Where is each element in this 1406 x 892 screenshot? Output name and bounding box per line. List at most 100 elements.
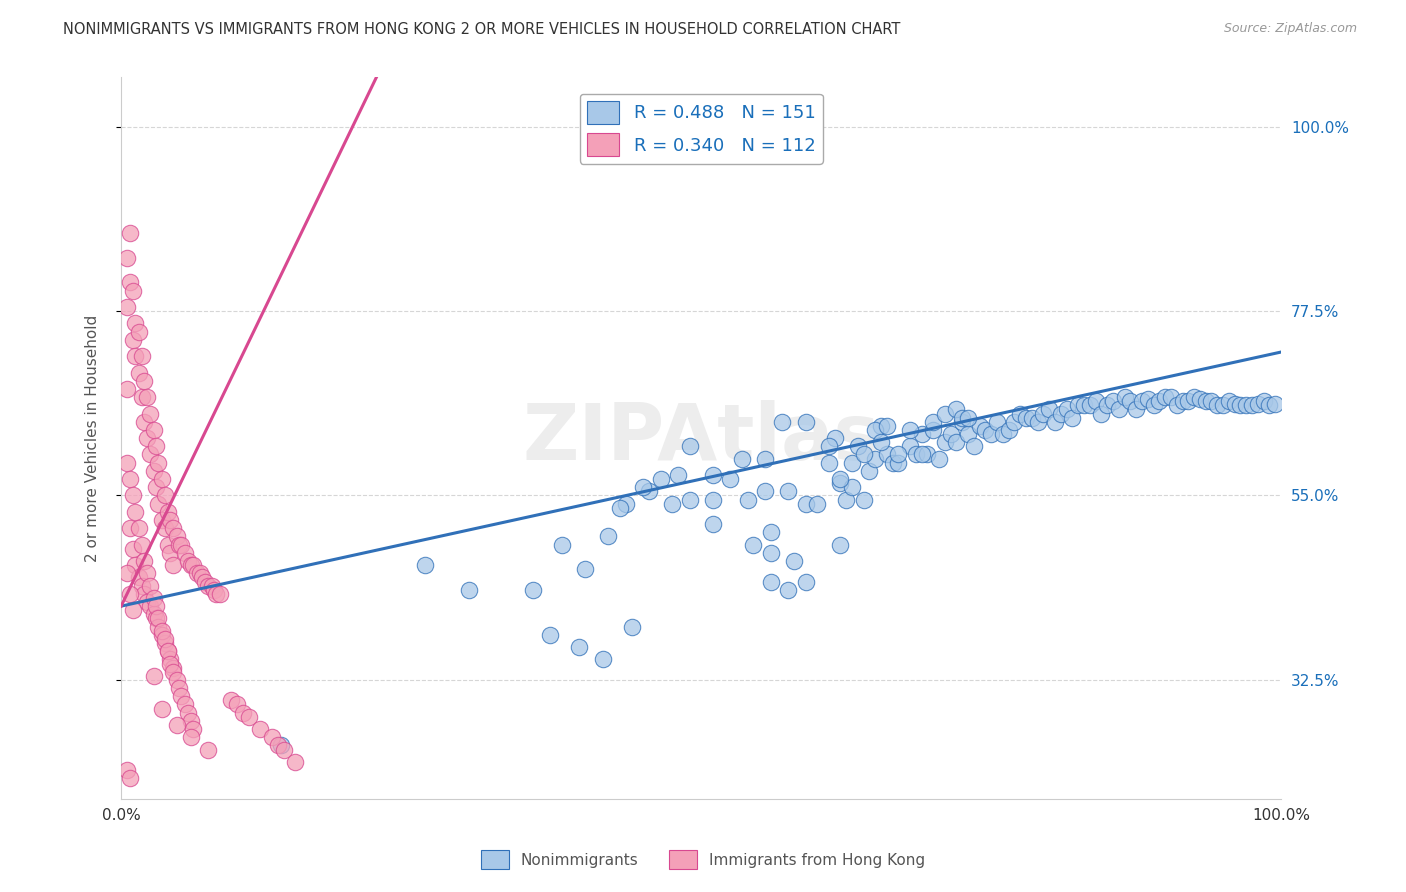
Point — [876, 418, 898, 433]
Point — [150, 513, 173, 527]
Point — [121, 541, 143, 556]
Point — [180, 714, 202, 728]
Point — [121, 284, 143, 298]
Point — [702, 517, 724, 532]
Point — [863, 451, 886, 466]
Point — [1206, 398, 1229, 412]
Point — [197, 579, 219, 593]
Point — [852, 492, 875, 507]
Point — [598, 529, 620, 543]
Point — [148, 611, 170, 625]
Point — [156, 505, 179, 519]
Point — [150, 628, 173, 642]
Point — [1171, 394, 1194, 409]
Point — [1056, 402, 1078, 417]
Point — [120, 771, 142, 785]
Point — [139, 579, 162, 593]
Point — [887, 448, 910, 462]
Point — [267, 739, 290, 753]
Point — [1253, 394, 1275, 409]
Point — [135, 566, 157, 581]
Point — [232, 706, 254, 720]
Point — [145, 599, 167, 614]
Point — [1212, 398, 1234, 412]
Point — [131, 538, 153, 552]
Point — [904, 448, 927, 462]
Point — [1142, 398, 1164, 412]
Point — [148, 497, 170, 511]
Point — [1062, 410, 1084, 425]
Point — [134, 554, 156, 568]
Point — [1032, 407, 1054, 421]
Point — [794, 574, 817, 589]
Point — [170, 538, 193, 552]
Point — [134, 415, 156, 429]
Point — [249, 722, 271, 736]
Point — [882, 456, 904, 470]
Point — [759, 525, 782, 540]
Point — [1234, 398, 1257, 412]
Point — [928, 451, 950, 466]
Point — [754, 484, 776, 499]
Point — [148, 456, 170, 470]
Point — [852, 448, 875, 462]
Point — [922, 423, 945, 437]
Point — [1073, 398, 1095, 412]
Point — [754, 451, 776, 466]
Point — [824, 431, 846, 445]
Point — [980, 427, 1002, 442]
Point — [124, 316, 146, 330]
Point — [870, 435, 893, 450]
Point — [969, 418, 991, 433]
Point — [551, 538, 574, 552]
Point — [898, 439, 921, 453]
Point — [162, 558, 184, 573]
Point — [134, 587, 156, 601]
Point — [1154, 390, 1177, 404]
Point — [128, 325, 150, 339]
Point — [910, 427, 932, 442]
Point — [863, 423, 886, 437]
Point — [135, 595, 157, 609]
Point — [238, 710, 260, 724]
Point — [934, 435, 956, 450]
Point — [115, 382, 138, 396]
Point — [128, 366, 150, 380]
Point — [620, 619, 643, 633]
Point — [794, 497, 817, 511]
Point — [1021, 410, 1043, 425]
Point — [945, 402, 967, 417]
Point — [142, 669, 165, 683]
Point — [270, 739, 292, 753]
Point — [284, 755, 307, 769]
Point — [1264, 397, 1286, 411]
Point — [939, 427, 962, 442]
Point — [631, 480, 654, 494]
Point — [1114, 390, 1136, 404]
Point — [997, 423, 1019, 437]
Point — [1084, 394, 1107, 409]
Point — [155, 488, 177, 502]
Point — [170, 690, 193, 704]
Point — [950, 415, 973, 429]
Point — [614, 497, 637, 511]
Point — [159, 652, 181, 666]
Point — [145, 439, 167, 453]
Point — [166, 718, 188, 732]
Point — [155, 632, 177, 646]
Point — [191, 570, 214, 584]
Point — [128, 570, 150, 584]
Point — [835, 492, 858, 507]
Point — [148, 619, 170, 633]
Point — [121, 333, 143, 347]
Point — [1067, 398, 1090, 412]
Point — [162, 521, 184, 535]
Point — [226, 698, 249, 712]
Text: NONIMMIGRANTS VS IMMIGRANTS FROM HONG KONG 2 OR MORE VEHICLES IN HOUSEHOLD CORRE: NONIMMIGRANTS VS IMMIGRANTS FROM HONG KO… — [63, 22, 901, 37]
Legend: Nonimmigrants, Immigrants from Hong Kong: Nonimmigrants, Immigrants from Hong Kong — [475, 844, 931, 875]
Point — [115, 763, 138, 777]
Point — [731, 451, 754, 466]
Point — [124, 505, 146, 519]
Point — [609, 500, 631, 515]
Point — [115, 300, 138, 314]
